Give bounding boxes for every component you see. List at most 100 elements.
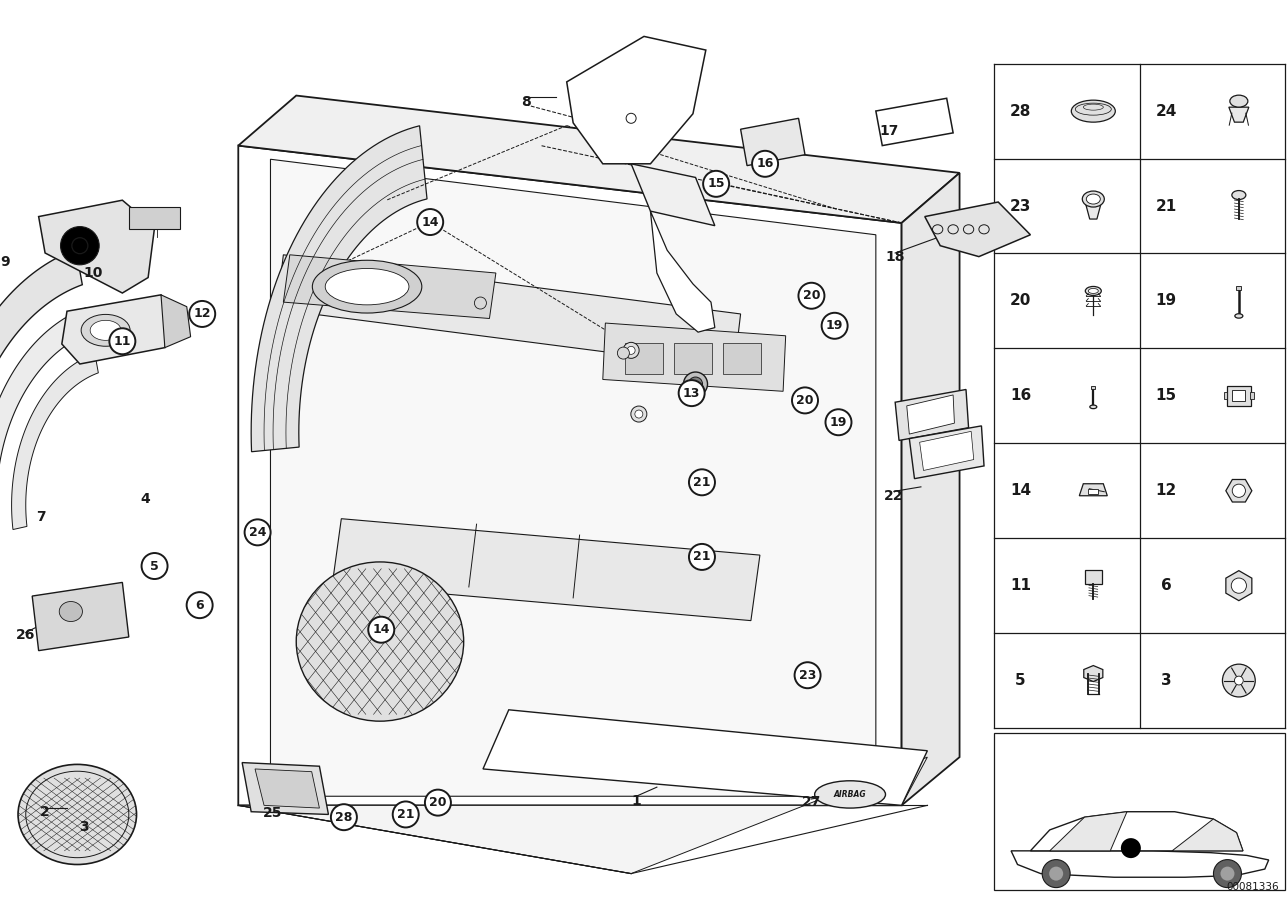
Circle shape xyxy=(635,410,643,418)
Bar xyxy=(723,343,761,374)
Text: 21: 21 xyxy=(397,808,415,821)
Text: 5: 5 xyxy=(1015,673,1025,688)
Circle shape xyxy=(684,372,707,396)
Circle shape xyxy=(1050,866,1063,881)
Text: 24: 24 xyxy=(1155,104,1177,118)
Polygon shape xyxy=(1030,812,1243,851)
Text: 3: 3 xyxy=(1160,673,1171,688)
Polygon shape xyxy=(483,710,927,805)
Circle shape xyxy=(679,380,705,406)
Circle shape xyxy=(1234,676,1243,685)
Ellipse shape xyxy=(1086,287,1101,296)
Bar xyxy=(1236,287,1242,290)
Text: 19: 19 xyxy=(829,416,848,429)
Text: 4: 4 xyxy=(140,491,151,506)
Text: 20: 20 xyxy=(796,394,814,407)
Polygon shape xyxy=(242,763,328,814)
Polygon shape xyxy=(920,431,974,470)
Text: 14: 14 xyxy=(1010,483,1032,499)
Text: 24: 24 xyxy=(249,526,267,539)
Text: 1: 1 xyxy=(631,794,641,808)
Bar xyxy=(625,343,663,374)
Polygon shape xyxy=(12,353,98,530)
Circle shape xyxy=(631,406,647,422)
Text: 16: 16 xyxy=(1010,389,1032,403)
Circle shape xyxy=(689,470,715,495)
Text: 28: 28 xyxy=(335,811,353,824)
Circle shape xyxy=(792,388,818,413)
Circle shape xyxy=(795,662,820,688)
Text: 8: 8 xyxy=(520,95,531,109)
Polygon shape xyxy=(876,98,953,146)
Polygon shape xyxy=(161,295,191,348)
Polygon shape xyxy=(251,126,428,451)
Circle shape xyxy=(474,297,487,309)
Text: 14: 14 xyxy=(372,623,390,636)
Text: 12: 12 xyxy=(193,308,211,320)
Text: 17: 17 xyxy=(878,124,899,138)
Ellipse shape xyxy=(81,315,130,346)
Text: 10: 10 xyxy=(82,266,103,280)
Text: 14: 14 xyxy=(421,216,439,228)
Circle shape xyxy=(109,329,135,354)
Text: 19: 19 xyxy=(1155,293,1177,308)
Polygon shape xyxy=(1083,665,1103,682)
Text: 16: 16 xyxy=(756,157,774,170)
Ellipse shape xyxy=(1088,288,1099,293)
Circle shape xyxy=(703,171,729,197)
Text: 20: 20 xyxy=(1010,293,1032,308)
Circle shape xyxy=(331,804,357,830)
Text: 23: 23 xyxy=(1010,198,1032,214)
Ellipse shape xyxy=(1230,96,1248,107)
Bar xyxy=(1227,386,1251,406)
Polygon shape xyxy=(1172,819,1243,851)
Text: 21: 21 xyxy=(693,476,711,489)
Text: 26: 26 xyxy=(15,628,36,642)
Ellipse shape xyxy=(18,764,137,864)
Circle shape xyxy=(1213,860,1242,887)
Ellipse shape xyxy=(59,602,82,622)
Ellipse shape xyxy=(312,260,421,313)
Text: 13: 13 xyxy=(683,387,701,399)
Polygon shape xyxy=(909,426,984,479)
Polygon shape xyxy=(1011,851,1269,877)
Polygon shape xyxy=(238,96,960,223)
Polygon shape xyxy=(902,173,960,805)
Text: AIRBAG: AIRBAG xyxy=(833,790,867,799)
Polygon shape xyxy=(39,200,155,293)
Polygon shape xyxy=(567,36,706,164)
Ellipse shape xyxy=(814,781,885,808)
Ellipse shape xyxy=(1090,405,1097,409)
Polygon shape xyxy=(1229,107,1249,122)
Polygon shape xyxy=(1226,480,1252,502)
Polygon shape xyxy=(62,295,170,364)
Polygon shape xyxy=(32,582,129,651)
Polygon shape xyxy=(277,255,741,369)
Text: 15: 15 xyxy=(707,177,725,190)
Ellipse shape xyxy=(1072,100,1115,122)
Circle shape xyxy=(142,553,167,579)
Ellipse shape xyxy=(1235,314,1243,318)
Polygon shape xyxy=(1226,571,1252,601)
Polygon shape xyxy=(895,389,969,440)
Bar xyxy=(1091,386,1095,389)
Circle shape xyxy=(1222,664,1256,697)
Text: 3: 3 xyxy=(79,820,89,834)
Circle shape xyxy=(1121,838,1141,858)
Ellipse shape xyxy=(1086,194,1100,204)
Circle shape xyxy=(393,802,419,827)
Bar xyxy=(1251,392,1253,399)
Circle shape xyxy=(627,347,635,354)
Text: 9: 9 xyxy=(0,255,10,269)
Circle shape xyxy=(245,520,270,545)
Circle shape xyxy=(425,790,451,815)
Text: 5: 5 xyxy=(151,560,158,572)
Circle shape xyxy=(826,410,851,435)
Circle shape xyxy=(187,592,213,618)
Circle shape xyxy=(189,301,215,327)
Text: 00081336: 00081336 xyxy=(1226,883,1279,892)
Polygon shape xyxy=(238,757,927,874)
Polygon shape xyxy=(631,164,715,226)
Circle shape xyxy=(1231,578,1247,593)
Text: 11: 11 xyxy=(113,335,131,348)
